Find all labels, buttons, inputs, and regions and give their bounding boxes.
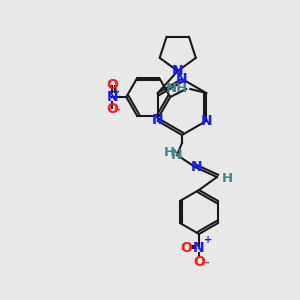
Text: O: O	[193, 255, 205, 269]
Text: N: N	[152, 113, 164, 127]
Text: N: N	[176, 72, 188, 86]
Text: N: N	[106, 90, 118, 104]
Text: N: N	[171, 148, 183, 162]
Text: NH: NH	[166, 82, 188, 94]
Text: -: -	[115, 105, 120, 115]
Text: N: N	[172, 64, 184, 78]
Text: O: O	[106, 102, 118, 116]
Text: O: O	[180, 241, 192, 255]
Text: +: +	[112, 87, 120, 97]
Text: H: H	[221, 172, 233, 185]
Text: N: N	[191, 160, 203, 174]
Text: O: O	[106, 78, 118, 92]
Text: N: N	[193, 241, 205, 255]
Text: -: -	[204, 258, 208, 268]
Text: H: H	[164, 146, 175, 158]
Text: +: +	[204, 235, 212, 245]
Text: N: N	[200, 114, 212, 128]
